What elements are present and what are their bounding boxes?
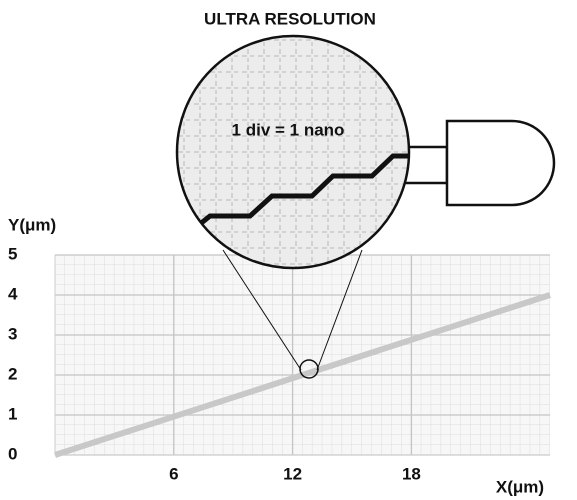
probe-neck [405, 147, 447, 183]
x-tick-label: 18 [402, 464, 421, 483]
y-tick-label: 4 [8, 284, 18, 303]
y-tick-label: 2 [8, 364, 17, 383]
chart-title: ULTRA RESOLUTION [204, 9, 376, 28]
y-tick-label: 3 [8, 324, 17, 343]
lens-grid [170, 30, 420, 275]
chart: ULTRA RESOLUTION 1 div = 1 nano Y(μm) X(… [0, 0, 577, 500]
x-tick-label: 12 [283, 464, 302, 483]
x-axis-label: X(μm) [496, 477, 544, 496]
x-tick-label: 6 [169, 464, 178, 483]
y-tick-label: 5 [8, 244, 17, 263]
y-tick-label: 0 [8, 444, 17, 463]
page: {"chart_data": {"type": "line", "title":… [0, 0, 577, 500]
minor-grid [55, 255, 550, 455]
probe-body [447, 121, 554, 205]
y-tick-label: 1 [8, 404, 17, 423]
annotation: 1 div = 1 nano [232, 120, 345, 139]
y-axis-label: Y(μm) [8, 215, 56, 234]
